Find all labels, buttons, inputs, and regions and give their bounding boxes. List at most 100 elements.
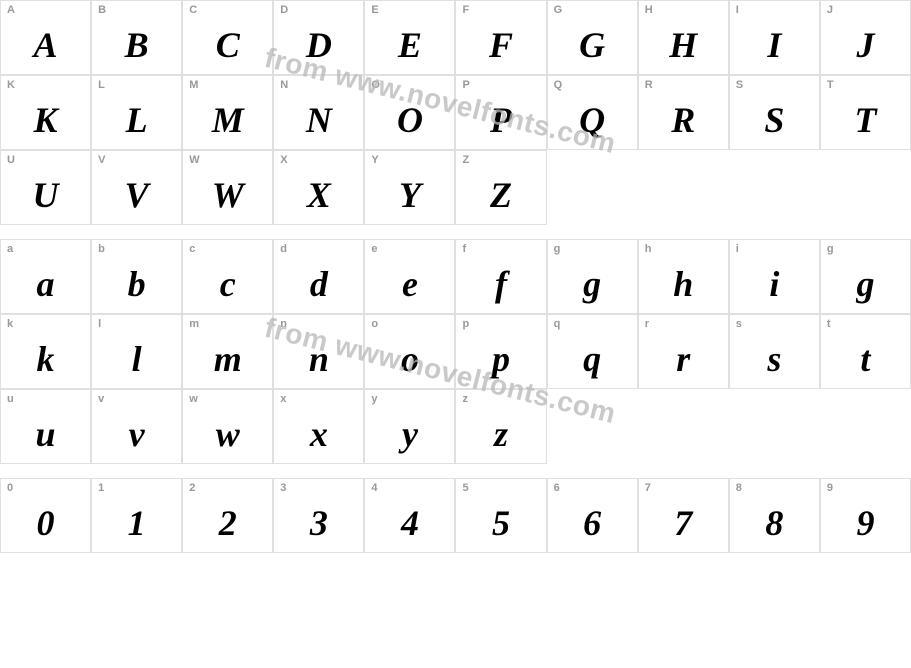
- glyph-cell: PP: [455, 75, 546, 150]
- cell-label: v: [98, 393, 104, 405]
- cell-label: a: [7, 243, 13, 255]
- cell-glyph: M: [212, 99, 244, 141]
- glyph-cell: ii: [729, 239, 820, 314]
- cell-glyph: u: [36, 413, 56, 455]
- cell-glyph: 4: [401, 502, 419, 544]
- glyph-cell: cc: [182, 239, 273, 314]
- cell-glyph: P: [490, 99, 512, 141]
- cell-glyph: t: [860, 338, 870, 380]
- glyph-cell: ww: [182, 389, 273, 464]
- cell-glyph: K: [34, 99, 58, 141]
- cell-label: C: [189, 4, 197, 16]
- glyph-cell: RR: [638, 75, 729, 150]
- cell-label: e: [371, 243, 377, 255]
- cell-glyph: e: [402, 263, 418, 305]
- glyph-cell: hh: [638, 239, 729, 314]
- cell-label: I: [736, 4, 739, 16]
- cell-label: c: [189, 243, 195, 255]
- glyph-cell: gg: [820, 239, 911, 314]
- cell-label: 9: [827, 482, 833, 494]
- cell-label: i: [736, 243, 739, 255]
- glyph-cell: YY: [364, 150, 455, 225]
- cell-glyph: l: [132, 338, 142, 380]
- cell-label: 3: [280, 482, 286, 494]
- cell-glyph: m: [214, 338, 242, 380]
- glyph-cell: 11: [91, 478, 182, 553]
- cell-label: 6: [554, 482, 560, 494]
- glyph-cell: [820, 389, 911, 464]
- cell-label: f: [462, 243, 466, 255]
- cell-glyph: p: [492, 338, 510, 380]
- glyph-cell: 00: [0, 478, 91, 553]
- glyph-cell: bb: [91, 239, 182, 314]
- cell-glyph: 2: [219, 502, 237, 544]
- glyph-grid: AABBCCDDEEFFGGHHIIJJKKLLMMNNOOPPQQRRSSTT…: [0, 0, 911, 225]
- cell-glyph: T: [854, 99, 876, 141]
- cell-glyph: f: [495, 263, 507, 305]
- glyph-grid: 00112233445566778899: [0, 478, 911, 553]
- glyph-cell: 44: [364, 478, 455, 553]
- cell-glyph: N: [306, 99, 332, 141]
- cell-label: U: [7, 154, 15, 166]
- cell-glyph: 1: [128, 502, 146, 544]
- cell-label: t: [827, 318, 831, 330]
- glyph-cell: pp: [455, 314, 546, 389]
- cell-label: E: [371, 4, 378, 16]
- glyph-cell: ss: [729, 314, 820, 389]
- cell-label: p: [462, 318, 469, 330]
- glyph-grid: aabbccddeeffgghhiiggkkllmmnnooppqqrrsstt…: [0, 239, 911, 464]
- glyph-cell: SS: [729, 75, 820, 150]
- glyph-cell: rr: [638, 314, 729, 389]
- cell-label: H: [645, 4, 653, 16]
- glyph-cell: ZZ: [455, 150, 546, 225]
- cell-label: q: [554, 318, 561, 330]
- cell-label: 7: [645, 482, 651, 494]
- cell-glyph: 5: [492, 502, 510, 544]
- glyph-cell: 88: [729, 478, 820, 553]
- cell-label: z: [462, 393, 468, 405]
- glyph-cell: [820, 150, 911, 225]
- cell-label: g: [827, 243, 834, 255]
- cell-label: S: [736, 79, 743, 91]
- cell-label: J: [827, 4, 833, 16]
- glyph-cell: kk: [0, 314, 91, 389]
- cell-glyph: X: [307, 174, 331, 216]
- glyph-cell: NN: [273, 75, 364, 150]
- glyph-cell: HH: [638, 0, 729, 75]
- cell-glyph: 9: [856, 502, 874, 544]
- cell-label: V: [98, 154, 105, 166]
- cell-glyph: 3: [310, 502, 328, 544]
- cell-glyph: w: [216, 413, 240, 455]
- glyph-cell: QQ: [547, 75, 638, 150]
- cell-label: Q: [554, 79, 563, 91]
- glyph-cell: DD: [273, 0, 364, 75]
- cell-glyph: A: [34, 24, 58, 66]
- cell-glyph: g: [583, 263, 601, 305]
- cell-label: Y: [371, 154, 378, 166]
- cell-label: 4: [371, 482, 377, 494]
- cell-glyph: b: [128, 263, 146, 305]
- glyph-cell: 99: [820, 478, 911, 553]
- glyph-cell: uu: [0, 389, 91, 464]
- cell-glyph: q: [583, 338, 601, 380]
- cell-label: D: [280, 4, 288, 16]
- cell-glyph: I: [767, 24, 781, 66]
- glyph-cell: gg: [547, 239, 638, 314]
- cell-glyph: c: [220, 263, 236, 305]
- cell-label: m: [189, 318, 199, 330]
- glyph-cell: GG: [547, 0, 638, 75]
- cell-glyph: 0: [37, 502, 55, 544]
- cell-label: g: [554, 243, 561, 255]
- cell-glyph: h: [673, 263, 693, 305]
- cell-glyph: H: [669, 24, 697, 66]
- cell-glyph: v: [129, 413, 145, 455]
- glyph-cell: ff: [455, 239, 546, 314]
- cell-glyph: D: [306, 24, 332, 66]
- glyph-cell: qq: [547, 314, 638, 389]
- cell-glyph: V: [125, 174, 149, 216]
- glyph-cell: vv: [91, 389, 182, 464]
- cell-glyph: C: [216, 24, 240, 66]
- cell-label: u: [7, 393, 14, 405]
- glyph-cell: zz: [455, 389, 546, 464]
- glyph-cell: oo: [364, 314, 455, 389]
